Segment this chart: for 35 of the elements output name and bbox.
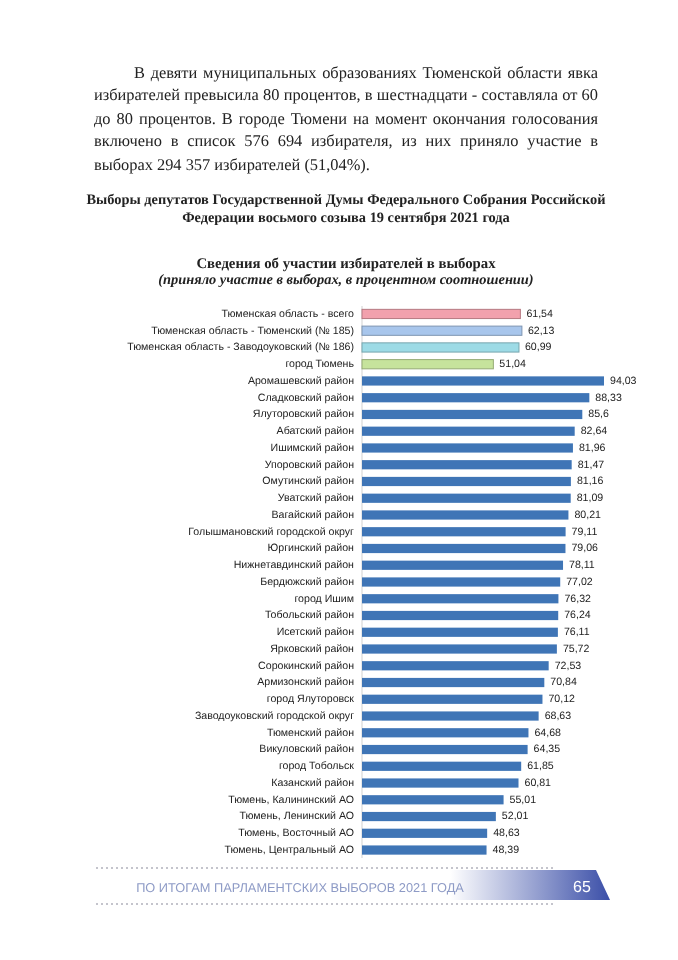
- text: В девяти муниципальных образованиях Тюменской области явка избирателей превысила 80 процентов, в шестнадцати - составляла от 60 до 80 процентов. В городе Тюмени на момент окончания голосования включено в список 576 694 избирателя, из них приняло участие в выборах 294 357 избирателей (51,04%).: [94, 62, 598, 177]
- bar: [362, 694, 543, 704]
- bar: [362, 828, 488, 838]
- bar: [362, 661, 549, 671]
- bar: [362, 577, 561, 587]
- bar: [362, 610, 559, 621]
- bar: [361, 308, 521, 320]
- bar: [361, 342, 520, 353]
- bar: [362, 778, 519, 788]
- bar: [362, 409, 583, 420]
- bar: [362, 443, 573, 453]
- bar: [362, 795, 504, 805]
- bar: [362, 711, 539, 721]
- bar: [361, 325, 523, 336]
- bar: [362, 460, 572, 470]
- bar: [361, 359, 494, 370]
- bar: [362, 728, 529, 738]
- bar: [362, 811, 496, 822]
- bar: [362, 543, 566, 554]
- bar: [362, 594, 559, 604]
- bar: [362, 677, 545, 688]
- bar: [362, 476, 571, 487]
- bar: [362, 845, 487, 855]
- bar: [362, 560, 564, 570]
- bar: [362, 627, 558, 637]
- text: 65: [573, 878, 592, 896]
- bar: [362, 761, 522, 771]
- bar: [362, 510, 569, 520]
- bar: [362, 527, 566, 537]
- bar: [362, 393, 590, 403]
- bar: [362, 644, 557, 654]
- bar: [362, 744, 528, 755]
- bar: [362, 493, 571, 503]
- bar: [362, 426, 575, 436]
- bar: [362, 376, 604, 386]
